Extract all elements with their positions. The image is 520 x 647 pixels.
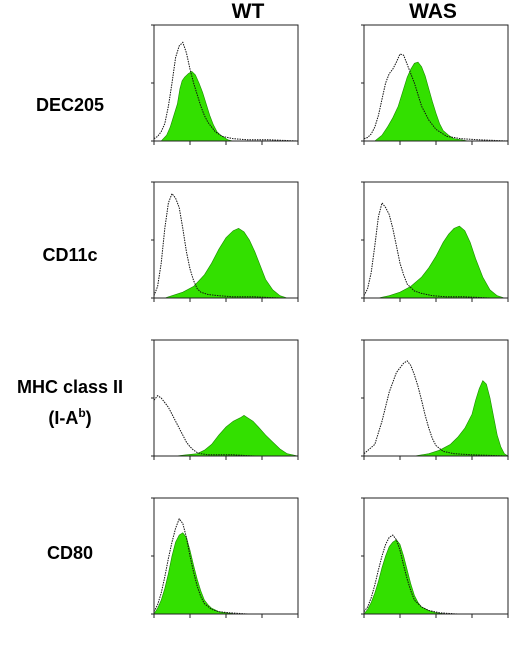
row-label-mhc-superscript: b bbox=[78, 406, 86, 420]
histogram-svg bbox=[361, 181, 509, 302]
filled-histogram bbox=[154, 71, 241, 142]
outline-histogram bbox=[363, 360, 509, 457]
row-label-mhc-line2: (I-Ab) bbox=[0, 400, 140, 431]
panel-dec205-wt bbox=[148, 24, 299, 147]
histogram-svg bbox=[151, 24, 299, 145]
row-label-cd80: CD80 bbox=[46, 543, 94, 563]
histogram-svg bbox=[151, 181, 299, 302]
row-label-dec205: DEC205 bbox=[35, 95, 105, 115]
row-label-mhc-class-ii: MHC class II (I-Ab) bbox=[0, 374, 140, 431]
row-label-mhc-prefix: (I-A bbox=[48, 408, 79, 428]
panel-cd11c-was bbox=[358, 181, 509, 304]
histogram-svg bbox=[151, 497, 299, 618]
filled-histogram bbox=[363, 539, 508, 615]
outline-histogram bbox=[363, 53, 509, 142]
filled-histogram bbox=[153, 532, 298, 615]
panel-cd80-was bbox=[358, 497, 509, 620]
panel-cd80-wt bbox=[148, 497, 299, 620]
histogram-svg bbox=[361, 497, 509, 618]
histogram-svg bbox=[361, 339, 510, 460]
filled-histogram bbox=[364, 61, 469, 142]
panel-cd11c-wt bbox=[148, 181, 299, 304]
row-label-cd11c: CD11c bbox=[42, 245, 98, 265]
outline-histogram bbox=[153, 517, 298, 615]
filled-histogram bbox=[154, 228, 298, 299]
outline-histogram bbox=[153, 395, 298, 457]
row-label-mhc-suffix: ) bbox=[85, 408, 92, 428]
panel-mhc-was bbox=[358, 339, 510, 462]
outline-histogram bbox=[153, 192, 298, 299]
filled-histogram bbox=[364, 225, 508, 299]
row-label-mhc-line1: MHC class II bbox=[16, 377, 124, 397]
filled-histogram bbox=[364, 380, 510, 457]
outline-histogram bbox=[153, 41, 299, 142]
histogram-svg bbox=[361, 24, 509, 145]
panel-dec205-was bbox=[358, 24, 509, 147]
outline-histogram bbox=[363, 201, 508, 299]
histogram-svg bbox=[151, 339, 299, 460]
column-header-was: WAS bbox=[409, 0, 457, 23]
column-header-wt: WT bbox=[231, 0, 265, 23]
panel-mhc-wt bbox=[148, 339, 299, 462]
outline-histogram bbox=[363, 534, 508, 615]
